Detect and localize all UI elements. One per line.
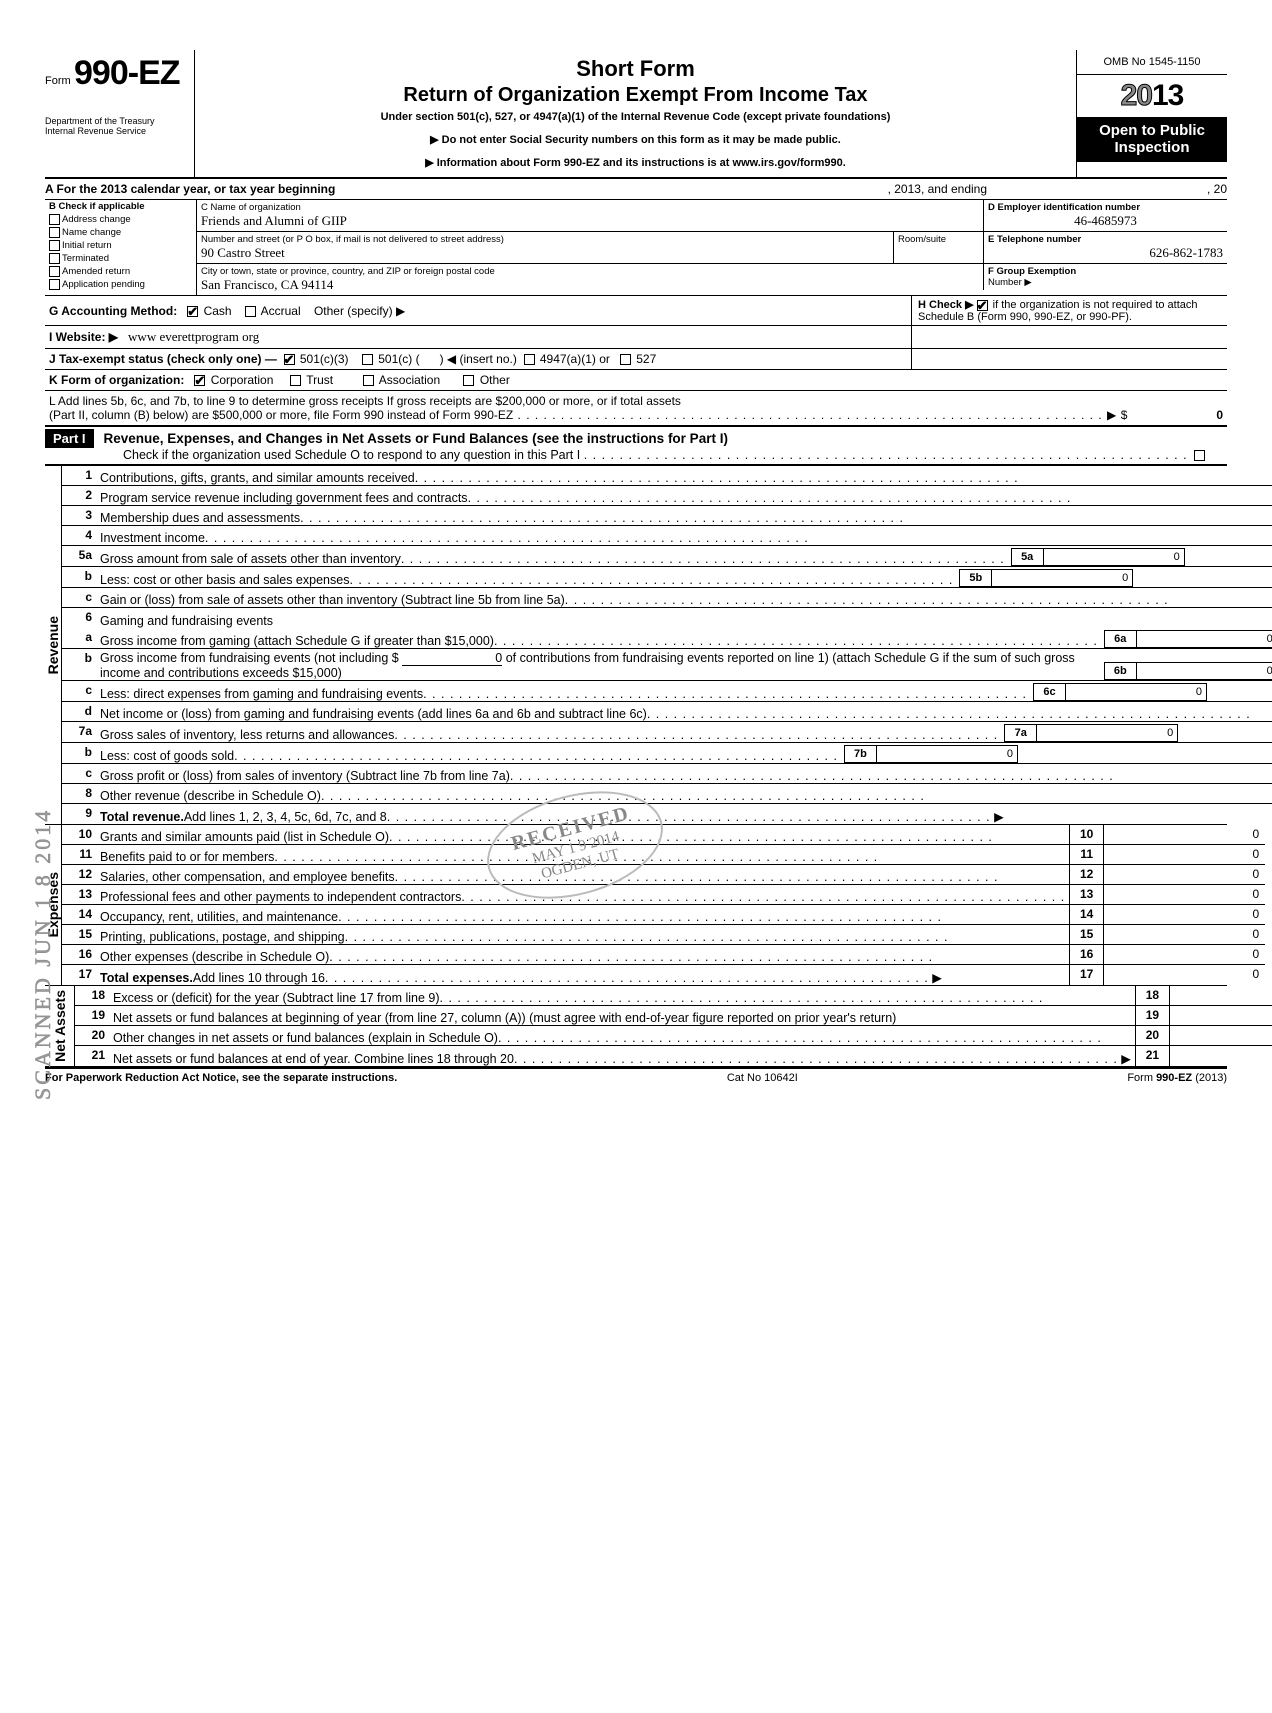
section-j: J Tax-exempt status (check only one) — 5… <box>45 349 1227 370</box>
footer-right: Form 990-EZ (2013) <box>1127 1072 1227 1084</box>
omb-number: OMB No 1545-1150 <box>1077 50 1227 75</box>
header-right: OMB No 1545-1150 2013 Open to Public Ins… <box>1077 50 1227 177</box>
l-text1: L Add lines 5b, 6c, and 7b, to line 9 to… <box>49 394 1103 408</box>
form-prefix: Form <box>45 75 71 87</box>
b-opt-address[interactable]: Address change <box>45 213 196 226</box>
c-city-label: City or town, state or province, country… <box>201 266 979 277</box>
header-mid: Short Form Return of Organization Exempt… <box>195 50 1077 177</box>
j-527-checkbox[interactable] <box>620 354 631 365</box>
h-label: H Check ▶ <box>918 299 974 311</box>
l-text2: (Part II, column (B) below) are $500,000… <box>49 408 513 422</box>
k-label: K Form of organization: <box>49 373 184 387</box>
e-value: 626-862-1783 <box>988 245 1223 261</box>
b-opt-name[interactable]: Name change <box>45 226 196 239</box>
d-label: D Employer identification number <box>988 202 1223 213</box>
d-value: 46-4685973 <box>988 213 1223 229</box>
header-left: Form 990-EZ Department of the Treasury I… <box>45 50 195 177</box>
j-501c-checkbox[interactable] <box>362 354 373 365</box>
part1-check-text: Check if the organization used Schedule … <box>123 448 580 462</box>
g-cash-checkbox[interactable] <box>187 306 198 317</box>
expenses-section: Expenses 10Grants and similar amounts pa… <box>45 825 1227 986</box>
footer-left: For Paperwork Reduction Act Notice, see … <box>45 1072 397 1084</box>
c-name-label: C Name of organization <box>201 202 979 213</box>
c-room-label: Room/suite <box>898 234 979 245</box>
form-header: Form 990-EZ Department of the Treasury I… <box>45 50 1227 179</box>
l-value: 0 <box>1133 408 1223 422</box>
g-accrual-checkbox[interactable] <box>245 306 256 317</box>
section-b: B Check if applicable Address change Nam… <box>45 200 197 295</box>
part1-header: Part I Revenue, Expenses, and Changes in… <box>45 427 1227 465</box>
short-form-title: Short Form <box>203 56 1068 82</box>
section-def: D Employer identification number 46-4685… <box>983 200 1227 295</box>
c-street-label: Number and street (or P O box, if mail i… <box>201 234 889 245</box>
b-opt-amended[interactable]: Amended return <box>45 265 196 278</box>
k-corp-checkbox[interactable] <box>194 375 205 386</box>
revenue-section: Revenue 1Contributions, gifts, grants, a… <box>45 465 1227 825</box>
page-footer: For Paperwork Reduction Act Notice, see … <box>45 1067 1227 1084</box>
i-value: www everettprogram org <box>128 329 259 344</box>
revenue-label: Revenue <box>45 616 61 674</box>
k-assoc-checkbox[interactable] <box>363 375 374 386</box>
section-bcdef: B Check if applicable Address change Nam… <box>45 200 1227 296</box>
j-4947-checkbox[interactable] <box>524 354 535 365</box>
section-k: K Form of organization: Corporation Trus… <box>45 370 1227 391</box>
l-dollar: $ <box>1121 408 1133 422</box>
section-gh: G Accounting Method: Cash Accrual Other … <box>45 296 1227 326</box>
part1-schedule-o-checkbox[interactable] <box>1194 450 1205 461</box>
j-501c3-checkbox[interactable] <box>284 354 295 365</box>
b-title: B Check if applicable <box>45 200 196 213</box>
j-label: J Tax-exempt status (check only one) — <box>49 352 277 366</box>
netassets-section: Net Assets 18Excess or (deficit) for the… <box>45 986 1227 1067</box>
footer-mid: Cat No 10642I <box>727 1072 798 1084</box>
f-label: F Group Exemption <box>988 266 1223 277</box>
g-label: G Accounting Method: <box>49 304 177 318</box>
part1-tag: Part I <box>45 429 94 448</box>
under-section: Under section 501(c), 527, or 4947(a)(1)… <box>203 111 1068 123</box>
section-c: C Name of organization Friends and Alumn… <box>197 200 983 295</box>
b-opt-pending[interactable]: Application pending <box>45 278 196 291</box>
scanned-stamp: SCANNED JUN 1 8 2014 <box>30 808 56 1100</box>
part1-title: Revenue, Expenses, and Changes in Net As… <box>104 431 728 446</box>
section-i: I Website: ▶ www everettprogram org <box>45 326 1227 349</box>
ssn-note: ▶ Do not enter Social Security numbers o… <box>203 133 1068 146</box>
section-l: L Add lines 5b, 6c, and 7b, to line 9 to… <box>45 391 1227 427</box>
b-opt-initial[interactable]: Initial return <box>45 239 196 252</box>
info-note: ▶ Information about Form 990-EZ and its … <box>203 156 1068 169</box>
c-street-value: 90 Castro Street <box>201 245 889 261</box>
form-number: 990-EZ <box>74 54 180 92</box>
k-trust-checkbox[interactable] <box>290 375 301 386</box>
tax-year: 2013 <box>1077 75 1227 117</box>
k-other-checkbox[interactable] <box>463 375 474 386</box>
l-arrow: ▶ <box>1103 408 1121 422</box>
b-opt-terminated[interactable]: Terminated <box>45 252 196 265</box>
f-label2: Number ▶ <box>988 277 1223 288</box>
section-a: A For the 2013 calendar year, or tax yea… <box>45 179 1227 200</box>
e-label: E Telephone number <box>988 234 1223 245</box>
open-inspection: Open to Public Inspection <box>1077 117 1227 162</box>
dept-irs: Internal Revenue Service <box>45 127 188 137</box>
c-city-value: San Francisco, CA 94114 <box>201 277 979 293</box>
h-checkbox[interactable] <box>977 300 988 311</box>
return-title: Return of Organization Exempt From Incom… <box>203 84 1068 107</box>
c-name-value: Friends and Alumni of GIIP <box>201 213 979 229</box>
i-label: I Website: ▶ <box>49 330 118 344</box>
